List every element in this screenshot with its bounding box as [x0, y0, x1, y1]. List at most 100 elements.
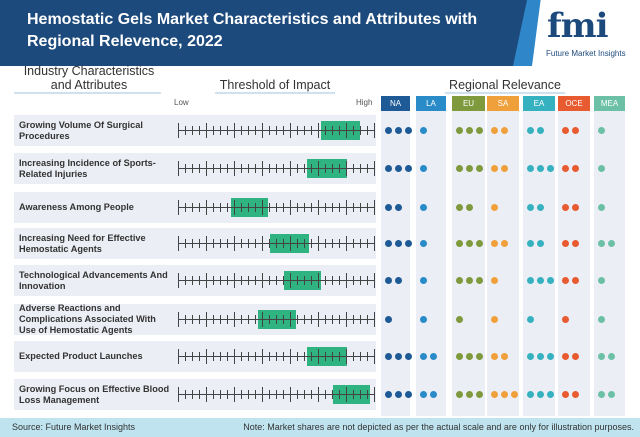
- scale-tick: [234, 200, 235, 215]
- threshold-heading: Threshold of Impact: [219, 78, 331, 92]
- scale-tick: [360, 203, 361, 212]
- scale-tick: [311, 203, 312, 212]
- relevance-dots: [491, 316, 498, 323]
- scale-tick: [318, 387, 319, 402]
- scale-tick: [353, 239, 354, 248]
- scale-tick: [290, 387, 291, 402]
- relevance-dots: [385, 353, 412, 360]
- relevance-dot: [608, 391, 615, 398]
- scale-tick: [213, 390, 214, 399]
- scale-tick: [290, 273, 291, 288]
- divider: [215, 92, 335, 94]
- scale-tick: [311, 126, 312, 135]
- scale-tick: [297, 390, 298, 399]
- attribute-row: Technological Advancements And Innovatio…: [14, 265, 376, 296]
- scale-tick: [255, 164, 256, 173]
- relevance-dot: [466, 165, 473, 172]
- relevance-dot: [466, 204, 473, 211]
- relevance-dots: [562, 316, 569, 323]
- scale-tick: [318, 273, 319, 288]
- scale-tick: [318, 123, 319, 138]
- scale-tick: [178, 387, 179, 402]
- relevance-dot: [395, 165, 402, 172]
- attribute-label: Technological Advancements And Innovatio…: [19, 269, 168, 291]
- scale-tick: [199, 352, 200, 361]
- scale-tick: [227, 164, 228, 173]
- scale-tick: [332, 126, 333, 135]
- scale-tick: [318, 236, 319, 251]
- relevance-dot: [491, 204, 498, 211]
- relevance-dot: [608, 240, 615, 247]
- scale-tick: [241, 315, 242, 324]
- scale-tick: [192, 203, 193, 212]
- relevance-dots: [598, 316, 605, 323]
- scale-tick: [367, 315, 368, 324]
- note-text: Note: Market shares are not depicted as …: [243, 422, 634, 432]
- relevance-dot: [420, 127, 427, 134]
- attribute-label: Adverse Reactions and Complications Asso…: [19, 303, 156, 335]
- scale-high-label: High: [356, 98, 373, 107]
- relevance-dots: [598, 165, 605, 172]
- scale-tick: [227, 390, 228, 399]
- relevance-dot: [395, 353, 402, 360]
- scale-tick: [283, 352, 284, 361]
- relevance-dots: [527, 353, 554, 360]
- scale-tick: [346, 387, 347, 402]
- scale-tick: [213, 239, 214, 248]
- scale-tick: [178, 236, 179, 251]
- scale-tick: [269, 352, 270, 361]
- scale-tick: [367, 276, 368, 285]
- scale-tick: [360, 126, 361, 135]
- attribute-row: Increasing Need for Effective Hemostatic…: [14, 228, 376, 259]
- relevance-dots: [385, 165, 412, 172]
- attribute-label: Expected Product Launches: [19, 351, 143, 361]
- scale-tick: [206, 123, 207, 138]
- scale-tick: [234, 387, 235, 402]
- scale-tick: [248, 390, 249, 399]
- scale-tick: [234, 161, 235, 176]
- relevance-dot: [537, 204, 544, 211]
- scale-tick: [283, 126, 284, 135]
- relevance-dot: [395, 240, 402, 247]
- relevance-dot: [385, 316, 392, 323]
- scale-tick: [353, 164, 354, 173]
- scale-tick: [185, 126, 186, 135]
- scale-tick: [283, 315, 284, 324]
- region-column-oce: OCE: [558, 96, 590, 416]
- scale-tick: [178, 161, 179, 176]
- scale-tick: [297, 126, 298, 135]
- relevance-dot: [385, 165, 392, 172]
- scale-tick: [332, 390, 333, 399]
- scale-tick: [206, 387, 207, 402]
- relevance-dot: [572, 391, 579, 398]
- relevance-dot: [385, 353, 392, 360]
- relevance-dot: [476, 127, 483, 134]
- scale-tick: [227, 315, 228, 324]
- relevance-dots: [420, 277, 427, 284]
- scale-tick: [199, 164, 200, 173]
- relevance-dot: [562, 353, 569, 360]
- scale-tick: [199, 126, 200, 135]
- logo-subtitle: Future Market Insights: [546, 49, 626, 58]
- scale-tick: [241, 276, 242, 285]
- scale-tick: [332, 239, 333, 248]
- footer: Source: Future Market Insights Note: Mar…: [0, 418, 640, 437]
- relevance-dot: [562, 316, 569, 323]
- scale-tick: [241, 164, 242, 173]
- relevance-dots: [491, 165, 508, 172]
- scale-tick: [339, 126, 340, 135]
- scale-tick: [185, 203, 186, 212]
- relevance-dot: [491, 353, 498, 360]
- scale-tick: [367, 239, 368, 248]
- relevance-dot: [466, 353, 473, 360]
- relevance-dot: [572, 353, 579, 360]
- scale-tick: [276, 164, 277, 173]
- relevance-dot: [405, 127, 412, 134]
- scale-tick: [360, 276, 361, 285]
- relevance-dot: [476, 240, 483, 247]
- scale-tick: [311, 315, 312, 324]
- scale-tick: [325, 352, 326, 361]
- fmi-logo: fmi: [547, 6, 609, 46]
- relevance-dots: [527, 240, 544, 247]
- relevance-dot: [405, 391, 412, 398]
